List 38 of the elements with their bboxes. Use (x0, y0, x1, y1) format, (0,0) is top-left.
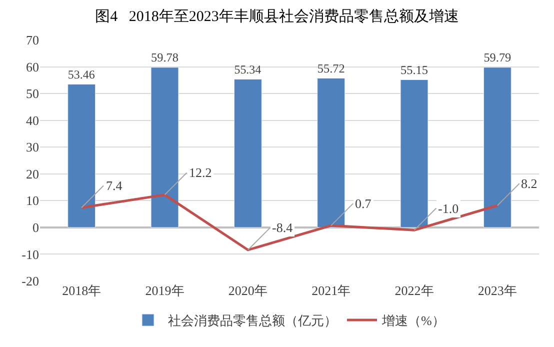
bar (150, 67, 179, 228)
y-tick-label: -20 (22, 274, 39, 289)
data-label: 59.79 (484, 50, 512, 65)
data-label: 55.72 (317, 61, 345, 76)
y-tick-label: -10 (22, 246, 39, 262)
y-tick-label: 50 (26, 86, 39, 102)
y-tick-label: 20 (26, 166, 39, 182)
x-tick-label: 2020年 (228, 283, 268, 298)
data-label: 55.15 (400, 62, 428, 77)
y-tick-label: 70 (26, 32, 39, 48)
data-label: -1.0 (438, 201, 459, 216)
data-label: 7.4 (106, 178, 123, 193)
bar (68, 84, 96, 228)
data-label: 55.34 (234, 62, 262, 76)
legend-label: 社会消费品零售总额（亿元） (168, 313, 337, 328)
legend-label: 增速（%） (381, 313, 445, 328)
data-label: 12.2 (189, 165, 212, 180)
data-label: 0.7 (355, 196, 372, 211)
data-label: 8.2 (521, 176, 538, 191)
x-tick-label: 2023年 (478, 283, 517, 298)
data-label: -8.4 (272, 220, 294, 235)
y-tick-label: 10 (26, 193, 39, 208)
line-series (80, 194, 499, 252)
y-tick-label: 60 (26, 59, 39, 74)
y-tick-label: 40 (26, 112, 39, 128)
x-tick-label: 2018年 (62, 283, 102, 298)
bar (317, 78, 346, 228)
x-tick-label: 2019年 (145, 283, 184, 298)
x-tick-label: 2022年 (394, 283, 434, 298)
bar (234, 79, 262, 228)
bar (400, 80, 428, 228)
bar (483, 67, 512, 228)
x-tick-label: 2021年 (312, 283, 351, 298)
data-label: 53.46 (68, 68, 95, 82)
data-label: 59.78 (151, 50, 178, 65)
chart-title: 图4 2018年至2023年丰顺县社会消费品零售总额及增速 (95, 8, 459, 25)
y-tick-label: 0 (32, 220, 39, 235)
y-tick-label: 30 (26, 140, 39, 155)
